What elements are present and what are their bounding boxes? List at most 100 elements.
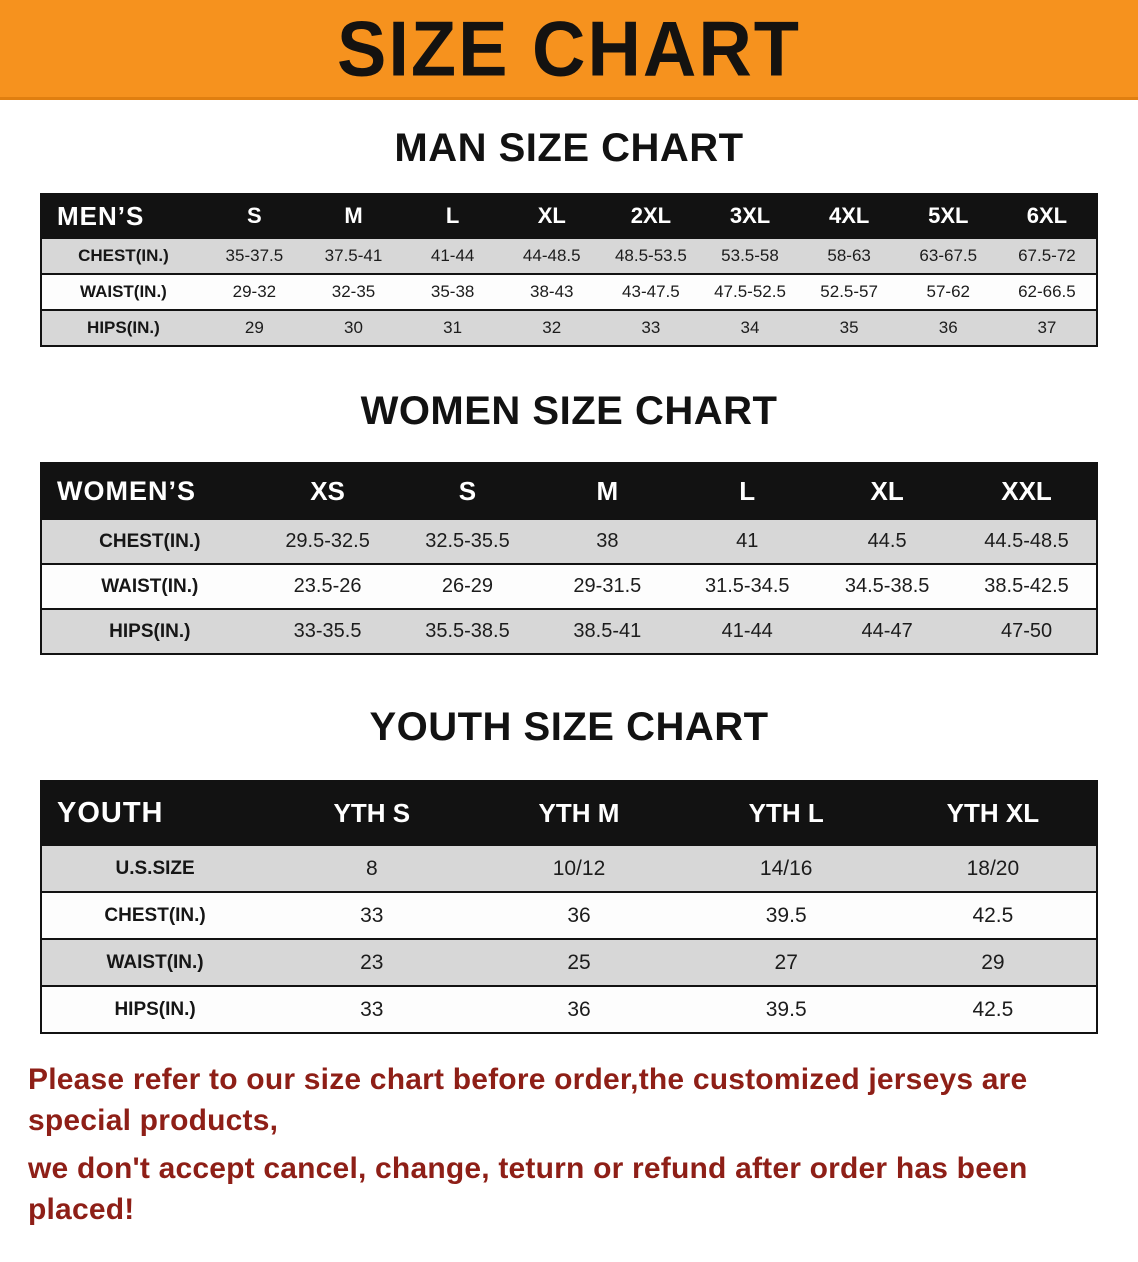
cell-value: 32 (502, 310, 602, 346)
cell-value: 35-38 (403, 274, 503, 310)
column-header: XL (502, 194, 602, 238)
row-label: HIPS(IN.) (41, 609, 258, 654)
row-label: CHEST(IN.) (41, 238, 205, 274)
column-header: XXL (957, 463, 1097, 519)
cell-value: 44.5-48.5 (957, 519, 1097, 564)
cell-value: 36 (475, 892, 683, 939)
cell-value: 29-31.5 (537, 564, 678, 609)
cell-value: 33-35.5 (257, 609, 398, 654)
youth-size-section: YOUTH SIZE CHART YOUTH YTH S YTH M YTH L YTH… (0, 655, 1138, 1034)
column-header: 6XL (997, 194, 1097, 238)
man-size-table-container: MEN’S S M L XL 2XL 3XL 4XL 5XL 6XL CHEST(IN.) 35-37… (40, 193, 1098, 347)
cell-value: 38.5-42.5 (957, 564, 1097, 609)
column-header: 5XL (898, 194, 998, 238)
cell-value: 33 (601, 310, 701, 346)
table-row: CHEST(IN.) 35-37.5 37.5-41 41-44 44-48.5 48.5… (41, 238, 1097, 274)
column-header: M (537, 463, 678, 519)
cell-value: 47.5-52.5 (700, 274, 800, 310)
column-header: M (303, 194, 404, 238)
row-label: WAIST(IN.) (41, 939, 269, 986)
women-chart-heading: WOMEN SIZE CHART (360, 389, 778, 433)
row-label: CHEST(IN.) (41, 519, 258, 564)
cell-value: 33 (268, 892, 476, 939)
cell-value: 25 (475, 939, 683, 986)
table-row: CHEST(IN.) 33 36 39.5 42.5 (41, 892, 1097, 939)
table-corner-label: WOMEN’S (41, 463, 258, 519)
cell-value: 37.5-41 (303, 238, 404, 274)
row-label: WAIST(IN.) (41, 274, 205, 310)
youth-size-table-container: YOUTH YTH S YTH M YTH L YTH XL U.S.SIZE 8 10/12… (40, 780, 1098, 1034)
row-label: U.S.SIZE (41, 845, 269, 892)
cell-value: 41 (677, 519, 818, 564)
man-size-section: MAN SIZE CHART MEN’S S M L XL 2XL 3XL 4XL 5XL 6XL… (0, 100, 1138, 347)
cell-value: 38 (537, 519, 678, 564)
cell-value: 23 (268, 939, 476, 986)
column-header: L (403, 194, 503, 238)
column-header: S (397, 463, 538, 519)
row-label: HIPS(IN.) (41, 310, 205, 346)
cell-value: 35-37.5 (204, 238, 304, 274)
cell-value: 57-62 (898, 274, 998, 310)
cell-value: 52.5-57 (799, 274, 899, 310)
cell-value: 35 (799, 310, 899, 346)
page-title: SIZE CHART (337, 4, 801, 92)
cell-value: 23.5-26 (257, 564, 398, 609)
table-row: U.S.SIZE 8 10/12 14/16 18/20 (41, 845, 1097, 892)
cell-value: 32.5-35.5 (397, 519, 538, 564)
cell-value: 38.5-41 (537, 609, 678, 654)
cell-value: 37 (997, 310, 1097, 346)
cell-value: 39.5 (682, 892, 890, 939)
footer-note: Please refer to our size chart before or… (0, 1060, 1138, 1262)
column-header: 4XL (799, 194, 899, 238)
column-header: YTH XL (889, 781, 1097, 845)
cell-value: 29.5-32.5 (257, 519, 398, 564)
table-header-row: WOMEN’S XS S M L XL XXL (41, 463, 1097, 519)
table-row: HIPS(IN.) 33-35.5 35.5-38.5 38.5-41 41-44 44-… (41, 609, 1097, 654)
cell-value: 43-47.5 (601, 274, 701, 310)
cell-value: 32-35 (303, 274, 404, 310)
cell-value: 39.5 (682, 986, 890, 1033)
man-chart-heading: MAN SIZE CHART (394, 126, 744, 170)
table-header-row: MEN’S S M L XL 2XL 3XL 4XL 5XL 6XL (41, 194, 1097, 238)
cell-value: 35.5-38.5 (397, 609, 538, 654)
column-header: YTH L (682, 781, 890, 845)
column-header: L (677, 463, 818, 519)
row-label: HIPS(IN.) (41, 986, 269, 1033)
cell-value: 34 (700, 310, 800, 346)
table-row: WAIST(IN.) 29-32 32-35 35-38 38-43 43-47.5 47.… (41, 274, 1097, 310)
cell-value: 44.5 (817, 519, 958, 564)
cell-value: 34.5-38.5 (817, 564, 958, 609)
row-label: WAIST(IN.) (41, 564, 258, 609)
column-header: XL (817, 463, 958, 519)
column-header: YTH M (475, 781, 683, 845)
cell-value: 33 (268, 986, 476, 1033)
cell-value: 67.5-72 (997, 238, 1097, 274)
footer-note-line2: we don't accept cancel, change, teturn o… (28, 1152, 1028, 1226)
women-size-table-container: WOMEN’S XS S M L XL XXL CHEST(IN.) 29.5-32.5 32.5… (40, 462, 1098, 655)
cell-value: 38-43 (502, 274, 602, 310)
cell-value: 29 (204, 310, 304, 346)
cell-value: 14/16 (682, 845, 890, 892)
table-corner-label: YOUTH (41, 781, 269, 845)
cell-value: 27 (682, 939, 890, 986)
size-table: YOUTH YTH S YTH M YTH L YTH XL U.S.SIZE 8 10/12… (40, 780, 1098, 1034)
cell-value: 31.5-34.5 (677, 564, 818, 609)
cell-value: 8 (268, 845, 476, 892)
cell-value: 58-63 (799, 238, 899, 274)
cell-value: 41-44 (403, 238, 503, 274)
cell-value: 30 (303, 310, 404, 346)
footer-note-line1: Please refer to our size chart before or… (28, 1063, 1028, 1137)
cell-value: 26-29 (397, 564, 538, 609)
cell-value: 31 (403, 310, 503, 346)
table-row: HIPS(IN.) 29 30 31 32 33 34 35 36 37 (41, 310, 1097, 346)
cell-value: 42.5 (889, 892, 1097, 939)
cell-value: 53.5-58 (700, 238, 800, 274)
column-header: YTH S (268, 781, 476, 845)
size-table: MEN’S S M L XL 2XL 3XL 4XL 5XL 6XL CHEST(IN.) 35-37… (40, 193, 1098, 347)
column-header: S (204, 194, 304, 238)
cell-value: 29 (889, 939, 1097, 986)
table-corner-label: MEN’S (41, 194, 205, 238)
cell-value: 41-44 (677, 609, 818, 654)
column-header: XS (257, 463, 398, 519)
